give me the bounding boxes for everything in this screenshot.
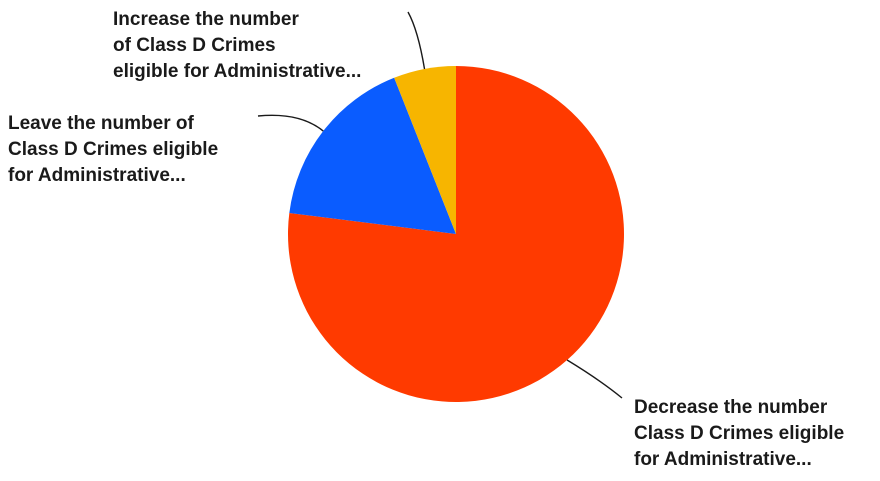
leader-lines — [257, 11, 623, 399]
leader-line-decrease — [566, 359, 623, 399]
slice-label-leave: Leave the number of Class D Crimes eligi… — [8, 113, 219, 186]
pie-slice-leave — [289, 77, 456, 235]
slice-label-decrease: Decrease the number Class D Crimes eligi… — [634, 397, 845, 470]
slice-label-increase: Increase the number of Class D Crimes el… — [113, 9, 362, 82]
leader-line-leave — [257, 114, 324, 132]
pie-slice-increase — [394, 66, 456, 234]
pie-slice-decrease — [288, 66, 624, 402]
pie-slices — [288, 66, 624, 402]
leader-line-increase — [407, 11, 426, 70]
